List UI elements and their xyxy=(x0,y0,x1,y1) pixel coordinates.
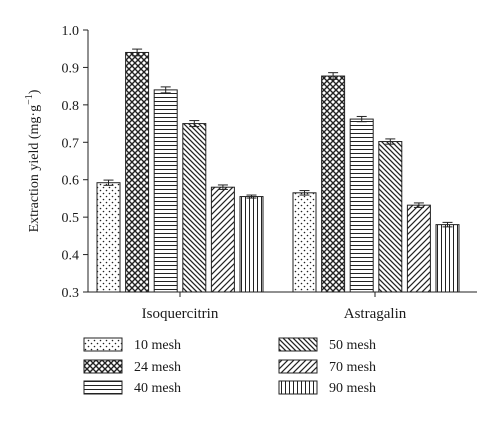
y-tick-label: 0.9 xyxy=(62,61,80,76)
bar-10-mesh-isoquercitrin xyxy=(96,182,121,293)
bars xyxy=(96,48,460,293)
legend-label: 70 mesh xyxy=(329,360,376,375)
legend: 10 mesh 24 mesh 40 mesh 50 mesh 70 mesh 90 me… xyxy=(83,337,376,396)
bar-50-mesh-astragalin xyxy=(378,141,403,293)
bar-24-mesh-astragalin xyxy=(321,75,346,293)
y-tick-label: 0.7 xyxy=(62,136,80,151)
y-axis-title-suffix: ) xyxy=(27,89,42,94)
bar-70-mesh-astragalin xyxy=(406,204,431,293)
legend-swatch xyxy=(278,359,318,374)
y-axis-title-main: Extraction yield (mg·g xyxy=(27,105,42,233)
y-tick-label: 0.8 xyxy=(62,99,80,114)
legend-label: 50 mesh xyxy=(329,338,376,353)
legend-swatch xyxy=(278,337,318,352)
bar-24-mesh-isoquercitrin xyxy=(125,51,150,293)
y-tick-label: 1.0 xyxy=(62,24,80,39)
y-axis-title: Extraction yield (mg·g−1) xyxy=(24,89,42,232)
legend-swatch xyxy=(83,380,123,395)
bar-10-mesh-astragalin xyxy=(292,192,317,293)
legend-label: 90 mesh xyxy=(329,381,376,396)
category-label: Isoquercitrin xyxy=(142,306,219,322)
y-tick-label: 0.6 xyxy=(62,174,80,189)
legend-label: 10 mesh xyxy=(134,338,181,353)
y-ticks: 0.3 0.4 0.5 0.6 0.7 0.8 0.9 1.0 xyxy=(62,24,88,301)
category-label: Astragalin xyxy=(344,306,407,322)
bar-90-mesh-astragalin xyxy=(435,224,460,293)
bar-90-mesh-isoquercitrin xyxy=(239,196,264,293)
bar-50-mesh-isoquercitrin xyxy=(182,123,207,293)
bar-70-mesh-isoquercitrin xyxy=(210,186,235,293)
y-tick-label: 0.3 xyxy=(62,286,80,301)
legend-swatch xyxy=(83,337,123,352)
category-labels: Isoquercitrin Astragalin xyxy=(142,292,407,322)
bar-40-mesh-astragalin xyxy=(349,118,374,293)
y-tick-label: 0.4 xyxy=(62,249,80,264)
legend-swatch xyxy=(278,380,318,395)
legend-label: 40 mesh xyxy=(134,381,181,396)
y-tick-label: 0.5 xyxy=(62,211,80,226)
bar-40-mesh-isoquercitrin xyxy=(153,89,178,293)
legend-swatch xyxy=(83,359,123,374)
legend-label: 24 mesh xyxy=(134,360,181,375)
y-axis-title-superscript: −1 xyxy=(24,94,35,105)
